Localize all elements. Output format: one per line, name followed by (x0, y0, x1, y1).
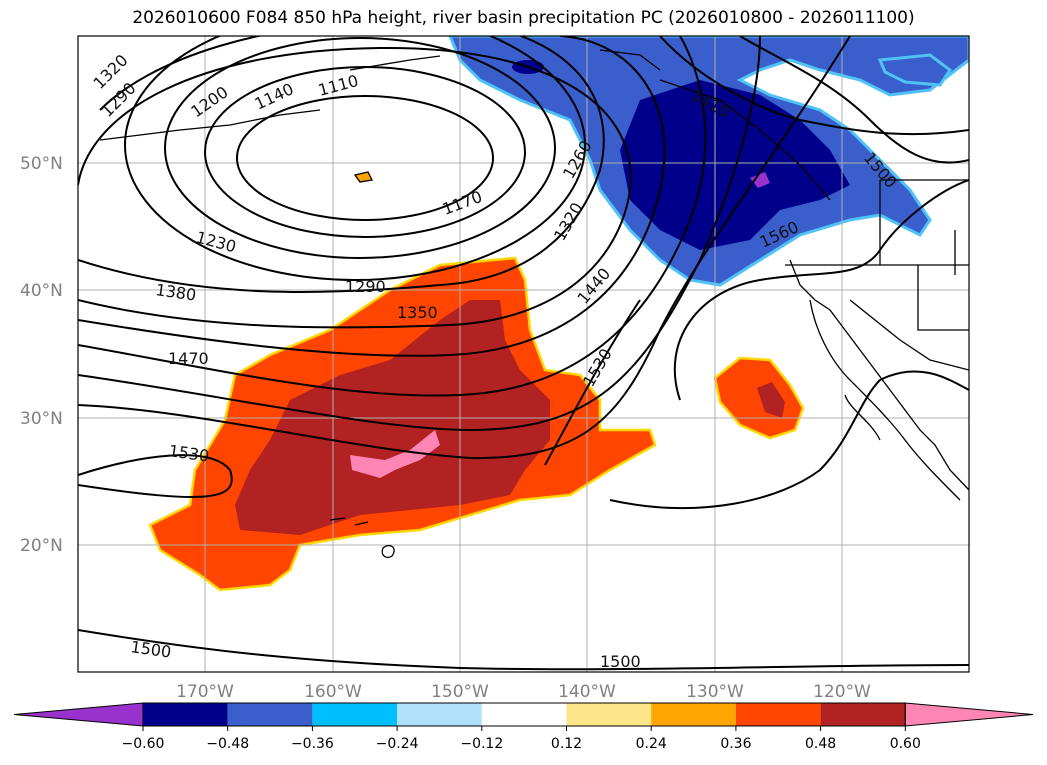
colorbar-segment (735, 703, 821, 726)
colorbar-tick-label: −0.36 (291, 736, 334, 752)
negative-pc-peak (750, 172, 770, 188)
lon-tick-labels: 170°W 160°W 150°W 140°W 130°W 120°W (176, 682, 871, 702)
colorbar-tick-label: −0.12 (460, 736, 503, 752)
lon-tick-label: 160°W (304, 682, 362, 702)
positive-pc-peak (350, 430, 440, 478)
contour-label: 1500 (600, 652, 641, 671)
coastlines (99, 49, 969, 559)
colorbar-tick-label: 0.12 (551, 736, 582, 752)
colorbar-tick-label: 0.48 (805, 736, 836, 752)
colorbar-tick-label: −0.48 (206, 736, 249, 752)
lon-tick-label: 140°W (558, 682, 616, 702)
colorbar-segment (566, 703, 652, 726)
colorbar-tick-label: 0.24 (636, 736, 667, 752)
lat-tick-label: 40°N (20, 281, 63, 301)
negative-pc-core (620, 80, 850, 250)
lon-tick-label: 150°W (431, 682, 489, 702)
height-contours (78, 36, 969, 671)
lon-tick-label: 120°W (813, 682, 871, 702)
lat-tick-labels: 50°N 40°N 30°N 20°N (20, 154, 63, 556)
contour-label: 1290 (345, 277, 386, 296)
colorbar-segment (143, 703, 228, 726)
colorbar-tick-label: 0.36 (720, 736, 751, 752)
negative-pc-east (877, 53, 953, 87)
colorbar-extend-max (904, 702, 1034, 727)
colorbar-segment (481, 703, 567, 726)
colorbar-segment (397, 703, 482, 726)
gridlines (78, 36, 969, 672)
lat-tick-label: 50°N (20, 154, 63, 174)
colorbar-extend-min (13, 702, 144, 727)
colorbar-segment (227, 703, 313, 726)
colorbar-tick-label: −0.60 (122, 736, 165, 752)
lat-tick-label: 30°N (20, 409, 63, 429)
colorbar-ticks: −0.60 −0.48 −0.36 −0.24 −0.12 0.12 0.24 0.36 0.4… (122, 726, 921, 752)
colorbar-frame (142, 702, 906, 727)
lat-tick-label: 20°N (20, 536, 63, 556)
lon-tick-label: 130°W (686, 682, 744, 702)
lon-tick-label: 170°W (176, 682, 234, 702)
colorbar-tick-label: 0.60 (890, 736, 921, 752)
colorbar-tick-label: −0.24 (376, 736, 419, 752)
map-frame (77, 35, 970, 673)
colorbar-segment (820, 703, 906, 726)
map-title: 2026010600 F084 850 hPa height, river ba… (132, 8, 915, 28)
colorbar-segment (651, 703, 736, 726)
contour-label: 1470 (168, 349, 209, 368)
colorbar-segment (312, 703, 398, 726)
colorbar (13, 702, 1034, 727)
contour-label: 1350 (397, 303, 438, 322)
positive-pc-east-core (757, 382, 785, 418)
